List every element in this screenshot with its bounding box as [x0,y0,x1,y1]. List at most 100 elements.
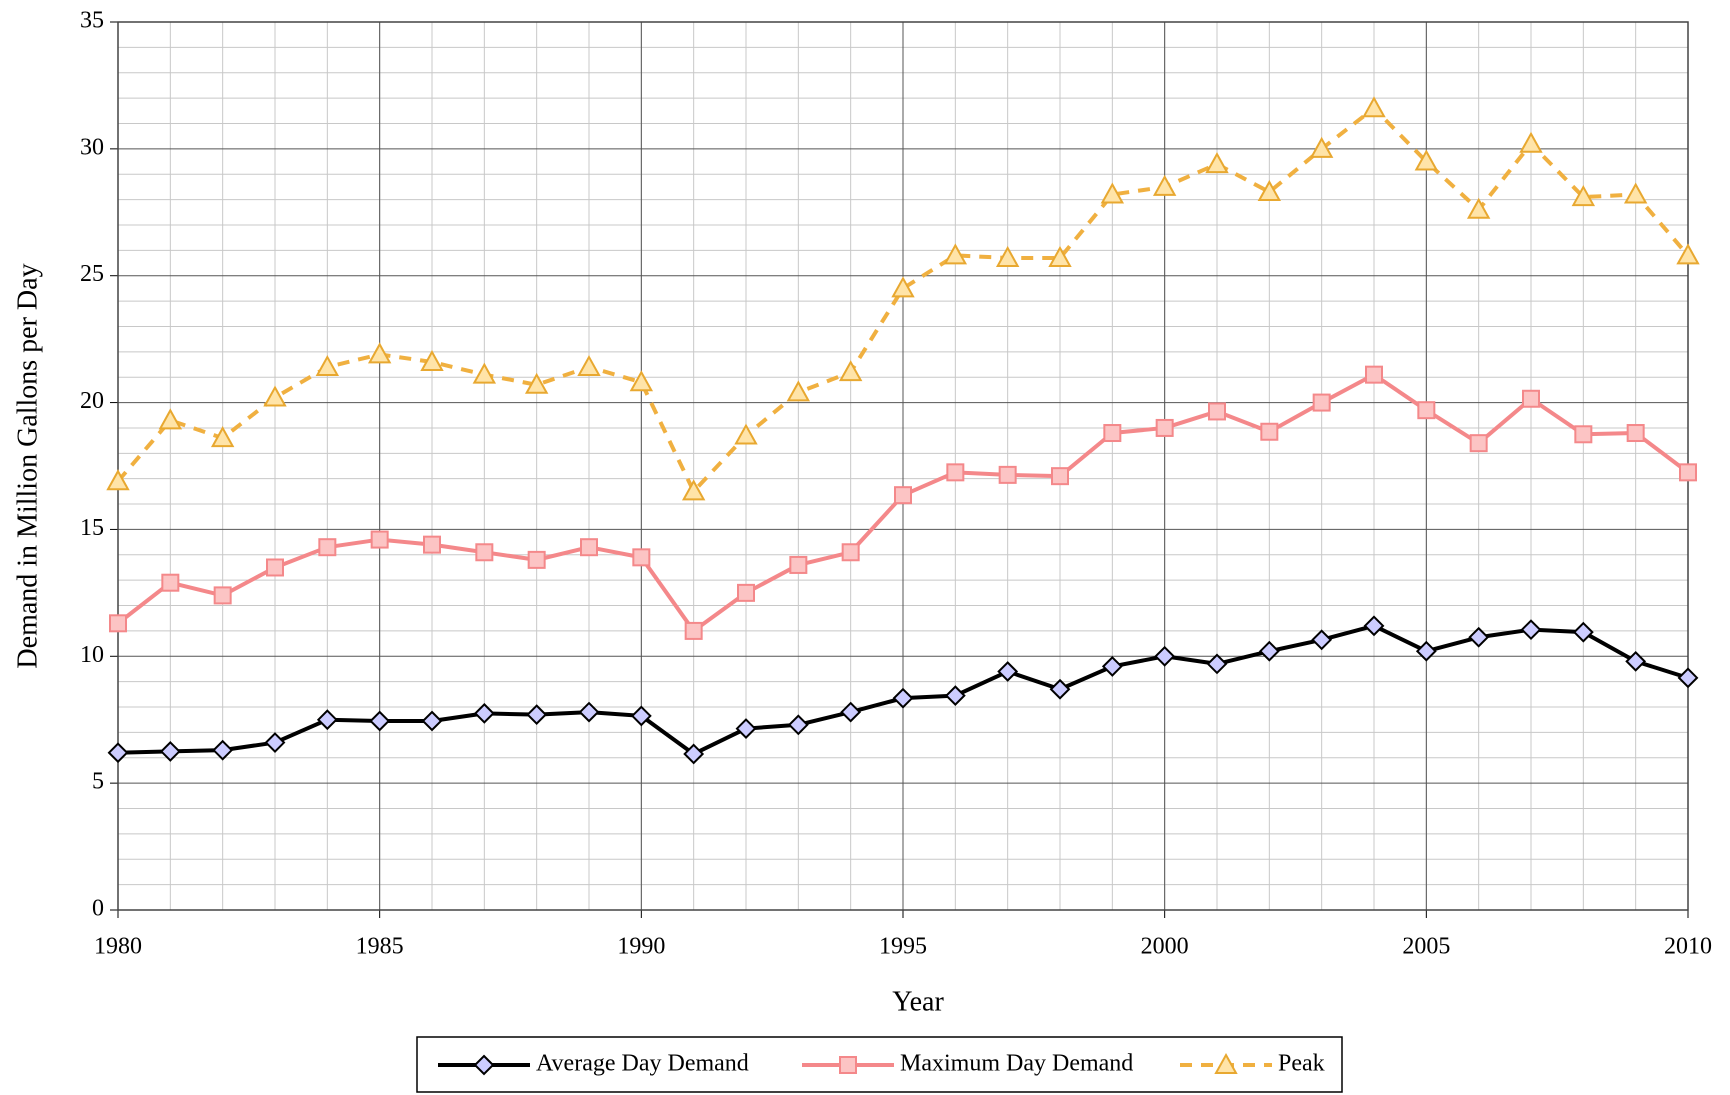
marker [109,614,127,633]
marker [1574,425,1593,444]
marker [315,354,340,377]
marker [473,702,495,724]
y-tick-label: 35 [80,8,104,34]
x-tick-label: 2000 [1141,934,1189,960]
marker [838,360,863,382]
marker [944,685,966,707]
marker [632,548,651,567]
marker [212,739,234,761]
marker [1626,424,1645,443]
marker [735,718,757,740]
marker [472,362,497,384]
marker [841,543,860,562]
y-tick-label: 25 [80,261,104,287]
marker [997,661,1019,682]
y-axis-title: Demand in Million Gallons per Day [12,263,43,668]
marker [1154,645,1176,667]
marker [266,558,284,577]
marker [473,1054,495,1076]
marker [107,742,129,764]
marker [1679,463,1697,482]
marker [1520,619,1542,641]
marker [1152,174,1177,196]
x-axis-title: Year [892,986,944,1017]
marker [263,385,287,407]
marker [159,741,181,762]
marker [1571,185,1596,207]
marker [1048,245,1072,267]
marker [161,573,180,592]
marker [1677,667,1699,689]
y-tick-label: 20 [80,388,104,414]
marker [1415,640,1437,662]
marker [737,583,755,602]
x-tick-label: 1995 [879,934,927,960]
marker [1214,1052,1238,1074]
y-tick-label: 15 [80,515,104,541]
marker [681,479,706,501]
marker [1417,401,1436,420]
marker [370,530,389,549]
legend-label: Average Day Demand [536,1051,749,1077]
marker [786,380,811,402]
marker [1208,402,1226,421]
marker [1258,640,1280,662]
marker [1257,179,1282,201]
marker [1100,182,1125,204]
marker [684,621,703,640]
marker [943,243,968,265]
marker [318,538,337,557]
y-tick-label: 5 [92,769,104,795]
marker [421,710,443,732]
marker [891,276,915,298]
marker [367,342,392,364]
marker [1155,418,1174,437]
marker [527,550,546,569]
marker [630,705,652,727]
marker [789,555,808,574]
marker [787,714,809,736]
marker [578,701,600,723]
x-tick-label: 2005 [1402,934,1450,960]
marker [580,538,598,557]
marker [526,704,548,726]
marker [734,423,758,445]
marker [1676,243,1700,265]
marker [1414,149,1439,171]
x-tick-label: 1985 [356,934,404,960]
marker [158,408,183,430]
marker [998,465,1017,484]
marker [1362,96,1386,118]
marker [577,354,601,377]
marker [423,535,441,554]
marker [1103,424,1122,443]
marker [369,710,391,732]
marker [1101,656,1123,677]
marker [1363,615,1385,637]
marker [1051,467,1069,486]
marker [475,543,494,562]
marker [1625,650,1647,672]
marker [316,709,338,731]
marker [892,687,914,709]
marker [1519,131,1543,153]
x-tick-label: 2010 [1664,934,1712,960]
marker [1206,653,1228,675]
marker [1311,629,1333,651]
marker [1309,136,1334,158]
marker [106,469,130,491]
marker [839,1056,857,1074]
marker [1623,182,1648,204]
marker [213,586,232,605]
marker [894,486,912,505]
marker [629,370,654,392]
marker [1049,678,1071,700]
marker [1466,197,1491,219]
marker [524,372,549,394]
y-tick-label: 0 [92,896,104,922]
marker [264,732,286,753]
marker [995,245,1020,267]
marker [420,349,444,371]
x-tick-label: 1990 [617,934,665,960]
marker [840,701,862,723]
